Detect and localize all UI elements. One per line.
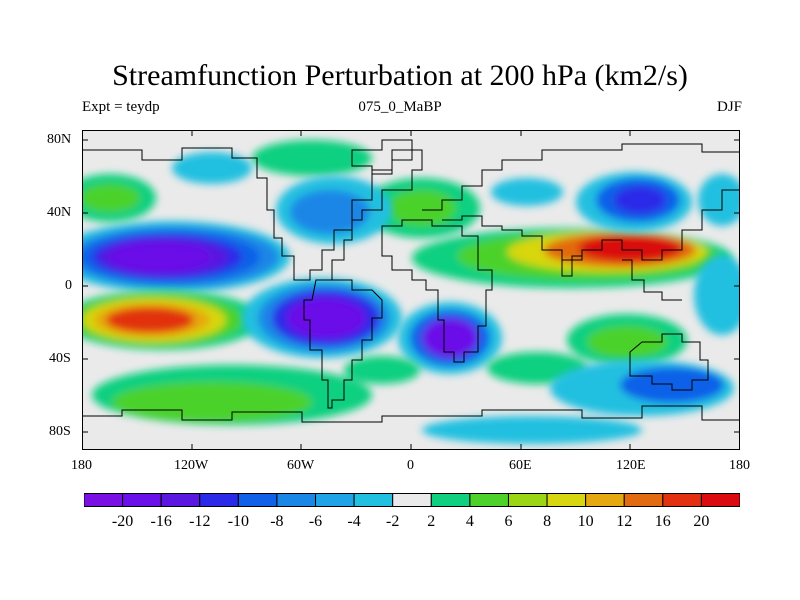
colorbar-label: -12 — [189, 513, 211, 530]
case-label: 075_0_MaBP — [358, 99, 442, 115]
colorbar-label: -4 — [347, 513, 361, 530]
colorbar-swatch — [84, 493, 124, 507]
coastline-south-america — [303, 279, 383, 409]
experiment-label: Expt = teydp — [82, 99, 160, 115]
colorbar-label: 6 — [504, 513, 513, 530]
colorbar-swatch — [469, 493, 509, 507]
lon-label-180w: 180 — [71, 458, 92, 473]
lon-label-60w: 60W — [287, 458, 315, 473]
coastline-greenland — [351, 139, 413, 175]
colorbar-swatch — [353, 493, 394, 507]
coastline-southeast-asia — [622, 259, 682, 301]
lon-label-0: 0 — [407, 458, 414, 473]
lat-label-40n: 40N — [47, 205, 72, 220]
coastline-india — [552, 249, 582, 277]
colorbar-swatch — [700, 493, 740, 507]
colorbar-label: 2 — [427, 513, 436, 530]
plot-title: Streamfunction Perturbation at 200 hPa (… — [112, 59, 688, 92]
coastline-australia — [629, 333, 709, 391]
colorbar-label: -10 — [227, 513, 250, 530]
colorbar-swatch — [237, 493, 278, 507]
colorbar-swatch — [430, 493, 471, 507]
lon-ticks — [191, 130, 631, 450]
colorbar-label: -2 — [386, 513, 400, 530]
lon-label-60e: 60E — [509, 458, 532, 473]
negative-cell-north-asia — [576, 172, 692, 232]
positive-cell-pacific-south — [82, 290, 262, 350]
contour-fields — [82, 140, 740, 444]
colorbar-swatch — [160, 493, 201, 507]
lon-label-120e: 120E — [616, 458, 646, 473]
colorbar-swatch — [546, 493, 587, 507]
colorbar-swatch — [315, 493, 355, 507]
map-panel — [82, 130, 740, 450]
colorbar-swatch — [507, 493, 548, 507]
negative-cell-south-america — [242, 278, 402, 358]
colorbar-swatch — [122, 493, 162, 507]
colorbar-label: -20 — [111, 513, 134, 530]
coastline-outlines — [82, 139, 740, 423]
negative-cell-pacific-north — [82, 221, 290, 293]
colorbar-swatch — [585, 493, 625, 507]
streamfunction-map — [82, 130, 740, 450]
lat-ticks — [82, 139, 740, 433]
lon-label-180e: 180 — [729, 458, 750, 473]
colorbar-label: 12 — [616, 513, 633, 530]
colorbar-swatch — [199, 493, 239, 507]
colorbar-label: 20 — [693, 513, 710, 530]
negative-cells-misc — [172, 152, 740, 444]
colorbar — [84, 493, 740, 507]
coastline-africa — [381, 219, 493, 363]
colorbar-label: 10 — [577, 513, 594, 530]
lon-label-120w: 120W — [174, 458, 209, 473]
colorbar-label: 8 — [543, 513, 552, 530]
colorbar-label: 4 — [465, 513, 474, 530]
coastline-north-america — [82, 147, 423, 281]
lat-label-80n: 80N — [47, 132, 72, 147]
colorbar-swatch — [662, 493, 702, 507]
colorbar-label: 16 — [654, 513, 671, 530]
colorbar-label: -8 — [270, 513, 284, 530]
coastline-antarctica — [82, 405, 740, 423]
colorbar-label: -6 — [308, 513, 323, 530]
lat-label-0: 0 — [65, 278, 72, 293]
coastline-eurasia — [422, 143, 740, 261]
season-label: DJF — [716, 99, 742, 115]
colorbar-swatch — [623, 493, 664, 507]
lat-label-80s: 80S — [49, 424, 71, 439]
colorbar-swatch — [276, 493, 317, 507]
lat-label-40s: 40S — [49, 351, 71, 366]
colorbar-swatch — [392, 493, 432, 507]
colorbar-label: -16 — [150, 513, 172, 530]
